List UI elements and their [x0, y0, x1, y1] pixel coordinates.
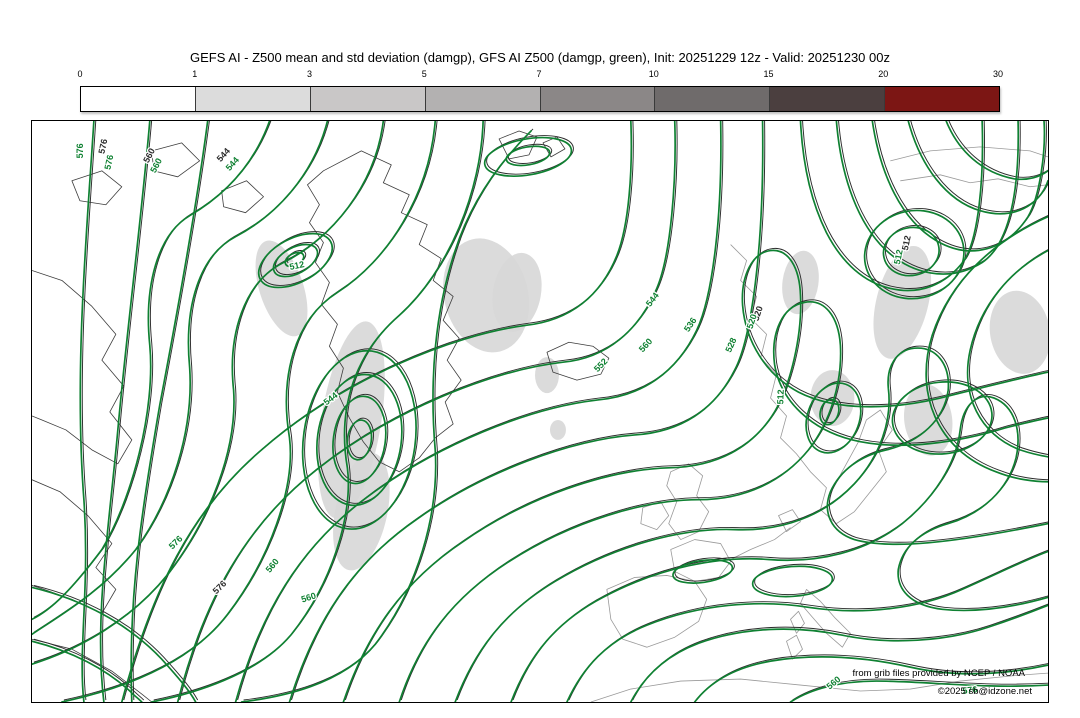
colorbar-cell — [194, 87, 310, 111]
colorbar-ticks: 0 1 3 5 7 10 15 20 30 — [77, 69, 1003, 81]
mean-contour — [893, 379, 995, 453]
mean-contour — [866, 207, 967, 298]
mean-contour — [102, 121, 153, 701]
gfs-green-contour-layer — [32, 121, 1048, 702]
contour-label: 560 — [264, 557, 281, 575]
contour-label: 576 — [75, 143, 85, 158]
mean-contour — [348, 417, 375, 459]
credit-source: from grib files provided by NCEP / NOAA — [852, 668, 1025, 679]
coastline-layer — [32, 130, 1048, 702]
contour-label: 576 — [96, 138, 109, 155]
stddev-shading-layer — [255, 238, 1048, 571]
mean-contour — [802, 121, 985, 289]
colorbar-tick: 10 — [648, 69, 659, 79]
contour-label: 552 — [592, 356, 610, 374]
contour-label: 544 — [644, 291, 661, 309]
colorbar-tick: 3 — [306, 69, 313, 79]
mean-contour — [304, 348, 419, 528]
mean-contour — [334, 393, 389, 482]
mean-contour — [754, 563, 835, 596]
mean-contour — [81, 121, 97, 701]
colorbar-cell — [539, 87, 655, 111]
mean-contour — [400, 299, 1048, 701]
chart-title: GEFS AI - Z500 mean and std deviation (d… — [189, 50, 890, 65]
contour-label: 512 — [900, 235, 913, 252]
mean-contour — [318, 372, 405, 504]
mean-contour — [874, 121, 1047, 250]
colorbar — [80, 86, 1000, 112]
colorbar-tick: 1 — [192, 69, 198, 79]
colorbar-cell — [654, 87, 770, 111]
map-panel: 576 576 576 560 560 544 544 512 544 576 576 560 560 5… — [31, 120, 1049, 703]
mean-contour — [792, 678, 1048, 701]
mean-contour — [674, 557, 735, 582]
contour-label: 512 — [892, 249, 905, 266]
mean-contour — [33, 584, 199, 701]
colorbar-tick: 30 — [992, 69, 1004, 79]
mean-contour — [838, 121, 1021, 273]
contour-label: 512 — [775, 389, 786, 404]
mean-contour — [486, 135, 574, 175]
colorbar-tick: 15 — [763, 69, 774, 79]
colorbar-tick: 5 — [421, 69, 427, 79]
contour-label: 528 — [723, 336, 738, 354]
mean-contour — [456, 345, 1048, 701]
mean-contour — [132, 121, 210, 701]
mean-contour — [507, 143, 553, 164]
contour-label: 576 — [211, 578, 229, 596]
mean-contour — [33, 638, 145, 701]
colorbar-cell — [769, 87, 885, 111]
mean-contour — [807, 380, 864, 452]
colorbar-cell — [309, 87, 425, 111]
colorbar-cell — [81, 87, 195, 111]
mean-contour — [821, 396, 842, 424]
contour-label: 520 — [745, 313, 759, 330]
mean-contour — [179, 121, 678, 701]
colorbar-cell — [884, 87, 999, 111]
colorbar-tick: 20 — [878, 69, 889, 79]
contour-label: 512 — [288, 259, 305, 272]
colorbar-tick: 7 — [536, 69, 542, 79]
mean-contour — [33, 121, 272, 618]
gefs-mean-contour-layer — [33, 121, 1048, 701]
contour-label: 576 — [962, 684, 978, 696]
contour-label: 560 — [637, 336, 654, 354]
credit-copyright: ©2025 sb@idzone.net — [937, 686, 1032, 697]
colorbar-tick: 0 — [77, 69, 83, 79]
contour-label: 576 — [102, 154, 115, 171]
colorbar-cell — [424, 87, 540, 111]
